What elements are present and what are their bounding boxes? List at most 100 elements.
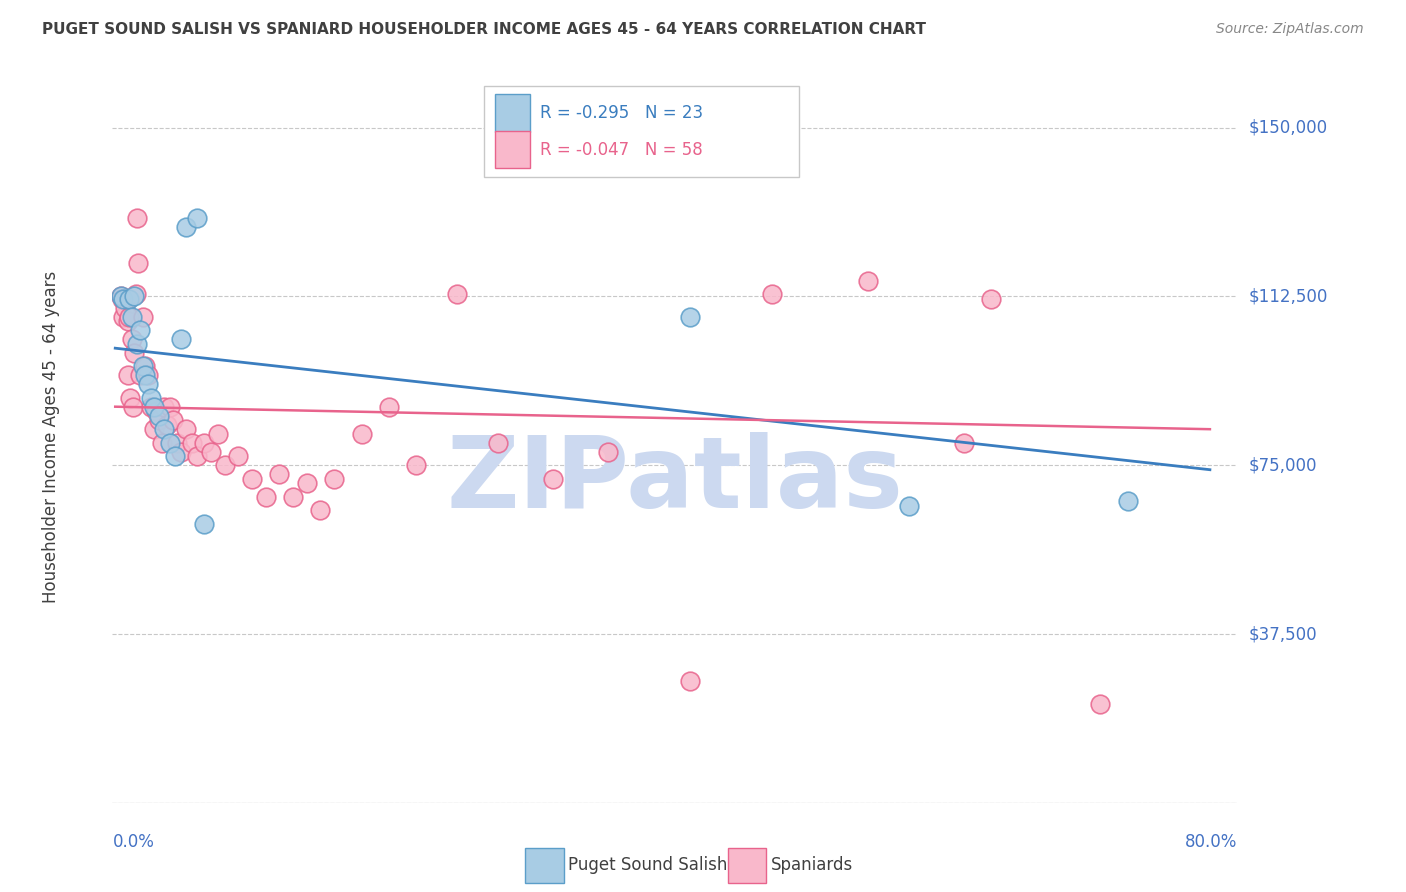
Point <box>122 400 145 414</box>
Point <box>134 368 156 383</box>
Point <box>193 516 215 531</box>
Point <box>281 490 304 504</box>
Text: R = -0.295   N = 23: R = -0.295 N = 23 <box>540 104 703 122</box>
Point <box>207 426 229 441</box>
Point <box>446 287 468 301</box>
Point <box>200 444 222 458</box>
Point <box>214 458 236 473</box>
Text: Spaniards: Spaniards <box>770 856 852 874</box>
Point <box>142 422 165 436</box>
Point <box>240 472 263 486</box>
Point <box>112 310 135 324</box>
Point <box>180 435 202 450</box>
Point <box>405 458 427 473</box>
Point <box>254 490 277 504</box>
Point <box>176 422 198 436</box>
Point <box>142 400 165 414</box>
Text: Puget Sound Salish: Puget Sound Salish <box>568 856 727 874</box>
Point <box>486 435 509 450</box>
Point <box>150 435 173 450</box>
Point <box>117 314 139 328</box>
Point <box>124 289 146 303</box>
Text: $75,000: $75,000 <box>1249 456 1317 475</box>
Text: 80.0%: 80.0% <box>1185 833 1237 851</box>
Point <box>162 413 184 427</box>
Point <box>112 292 135 306</box>
Point <box>980 292 1002 306</box>
Point <box>110 289 132 303</box>
Point <box>897 499 920 513</box>
Point <box>134 359 156 374</box>
Point <box>170 332 193 346</box>
Point <box>156 417 179 432</box>
Text: $112,500: $112,500 <box>1249 287 1327 305</box>
Point <box>153 400 176 414</box>
Point <box>127 255 149 269</box>
Point <box>186 211 208 225</box>
Text: PUGET SOUND SALISH VS SPANIARD HOUSEHOLDER INCOME AGES 45 - 64 YEARS CORRELATION: PUGET SOUND SALISH VS SPANIARD HOUSEHOLD… <box>42 22 927 37</box>
Point <box>1090 697 1112 711</box>
Point <box>679 310 702 324</box>
Text: ZIPatlas: ZIPatlas <box>447 433 903 530</box>
Text: 0.0%: 0.0% <box>112 833 155 851</box>
Point <box>148 413 170 427</box>
Point <box>118 292 141 306</box>
Point <box>596 444 619 458</box>
Point <box>148 409 170 423</box>
FancyBboxPatch shape <box>495 131 530 169</box>
Point <box>1116 494 1139 508</box>
Text: R = -0.047   N = 58: R = -0.047 N = 58 <box>540 141 703 159</box>
Point <box>952 435 974 450</box>
Point <box>165 449 187 463</box>
Point <box>541 472 564 486</box>
Point <box>117 368 139 383</box>
Point <box>166 435 188 450</box>
Point <box>170 444 193 458</box>
Text: Source: ZipAtlas.com: Source: ZipAtlas.com <box>1216 22 1364 37</box>
Point <box>295 476 318 491</box>
Point <box>186 449 208 463</box>
Point <box>128 323 150 337</box>
FancyBboxPatch shape <box>495 95 530 132</box>
Point <box>110 289 132 303</box>
Text: $150,000: $150,000 <box>1249 119 1327 136</box>
Point <box>323 472 346 486</box>
FancyBboxPatch shape <box>484 86 799 178</box>
Point <box>127 336 149 351</box>
Point <box>378 400 401 414</box>
Point <box>128 368 150 383</box>
Point <box>114 301 136 315</box>
Point <box>153 422 176 436</box>
Point <box>159 400 181 414</box>
Point <box>121 310 143 324</box>
Point <box>139 391 162 405</box>
Point <box>761 287 783 301</box>
Point <box>118 310 141 324</box>
Point <box>856 274 879 288</box>
Point <box>193 435 215 450</box>
Point <box>120 391 142 405</box>
Point <box>124 345 146 359</box>
Point <box>159 435 181 450</box>
Point <box>139 400 162 414</box>
Point <box>131 359 153 374</box>
Point <box>121 332 143 346</box>
FancyBboxPatch shape <box>728 848 766 883</box>
Point <box>136 368 159 383</box>
Point <box>309 503 332 517</box>
Point <box>176 219 198 234</box>
Point <box>115 292 138 306</box>
Point <box>228 449 250 463</box>
Text: Householder Income Ages 45 - 64 years: Householder Income Ages 45 - 64 years <box>42 271 59 603</box>
Point <box>350 426 373 441</box>
Point <box>269 467 291 482</box>
Point <box>125 287 148 301</box>
FancyBboxPatch shape <box>526 848 564 883</box>
Point <box>136 377 159 392</box>
Text: $37,500: $37,500 <box>1249 625 1317 643</box>
Point <box>111 292 134 306</box>
Point <box>127 211 149 225</box>
Point <box>131 310 153 324</box>
Point <box>679 674 702 689</box>
Point <box>145 404 167 418</box>
